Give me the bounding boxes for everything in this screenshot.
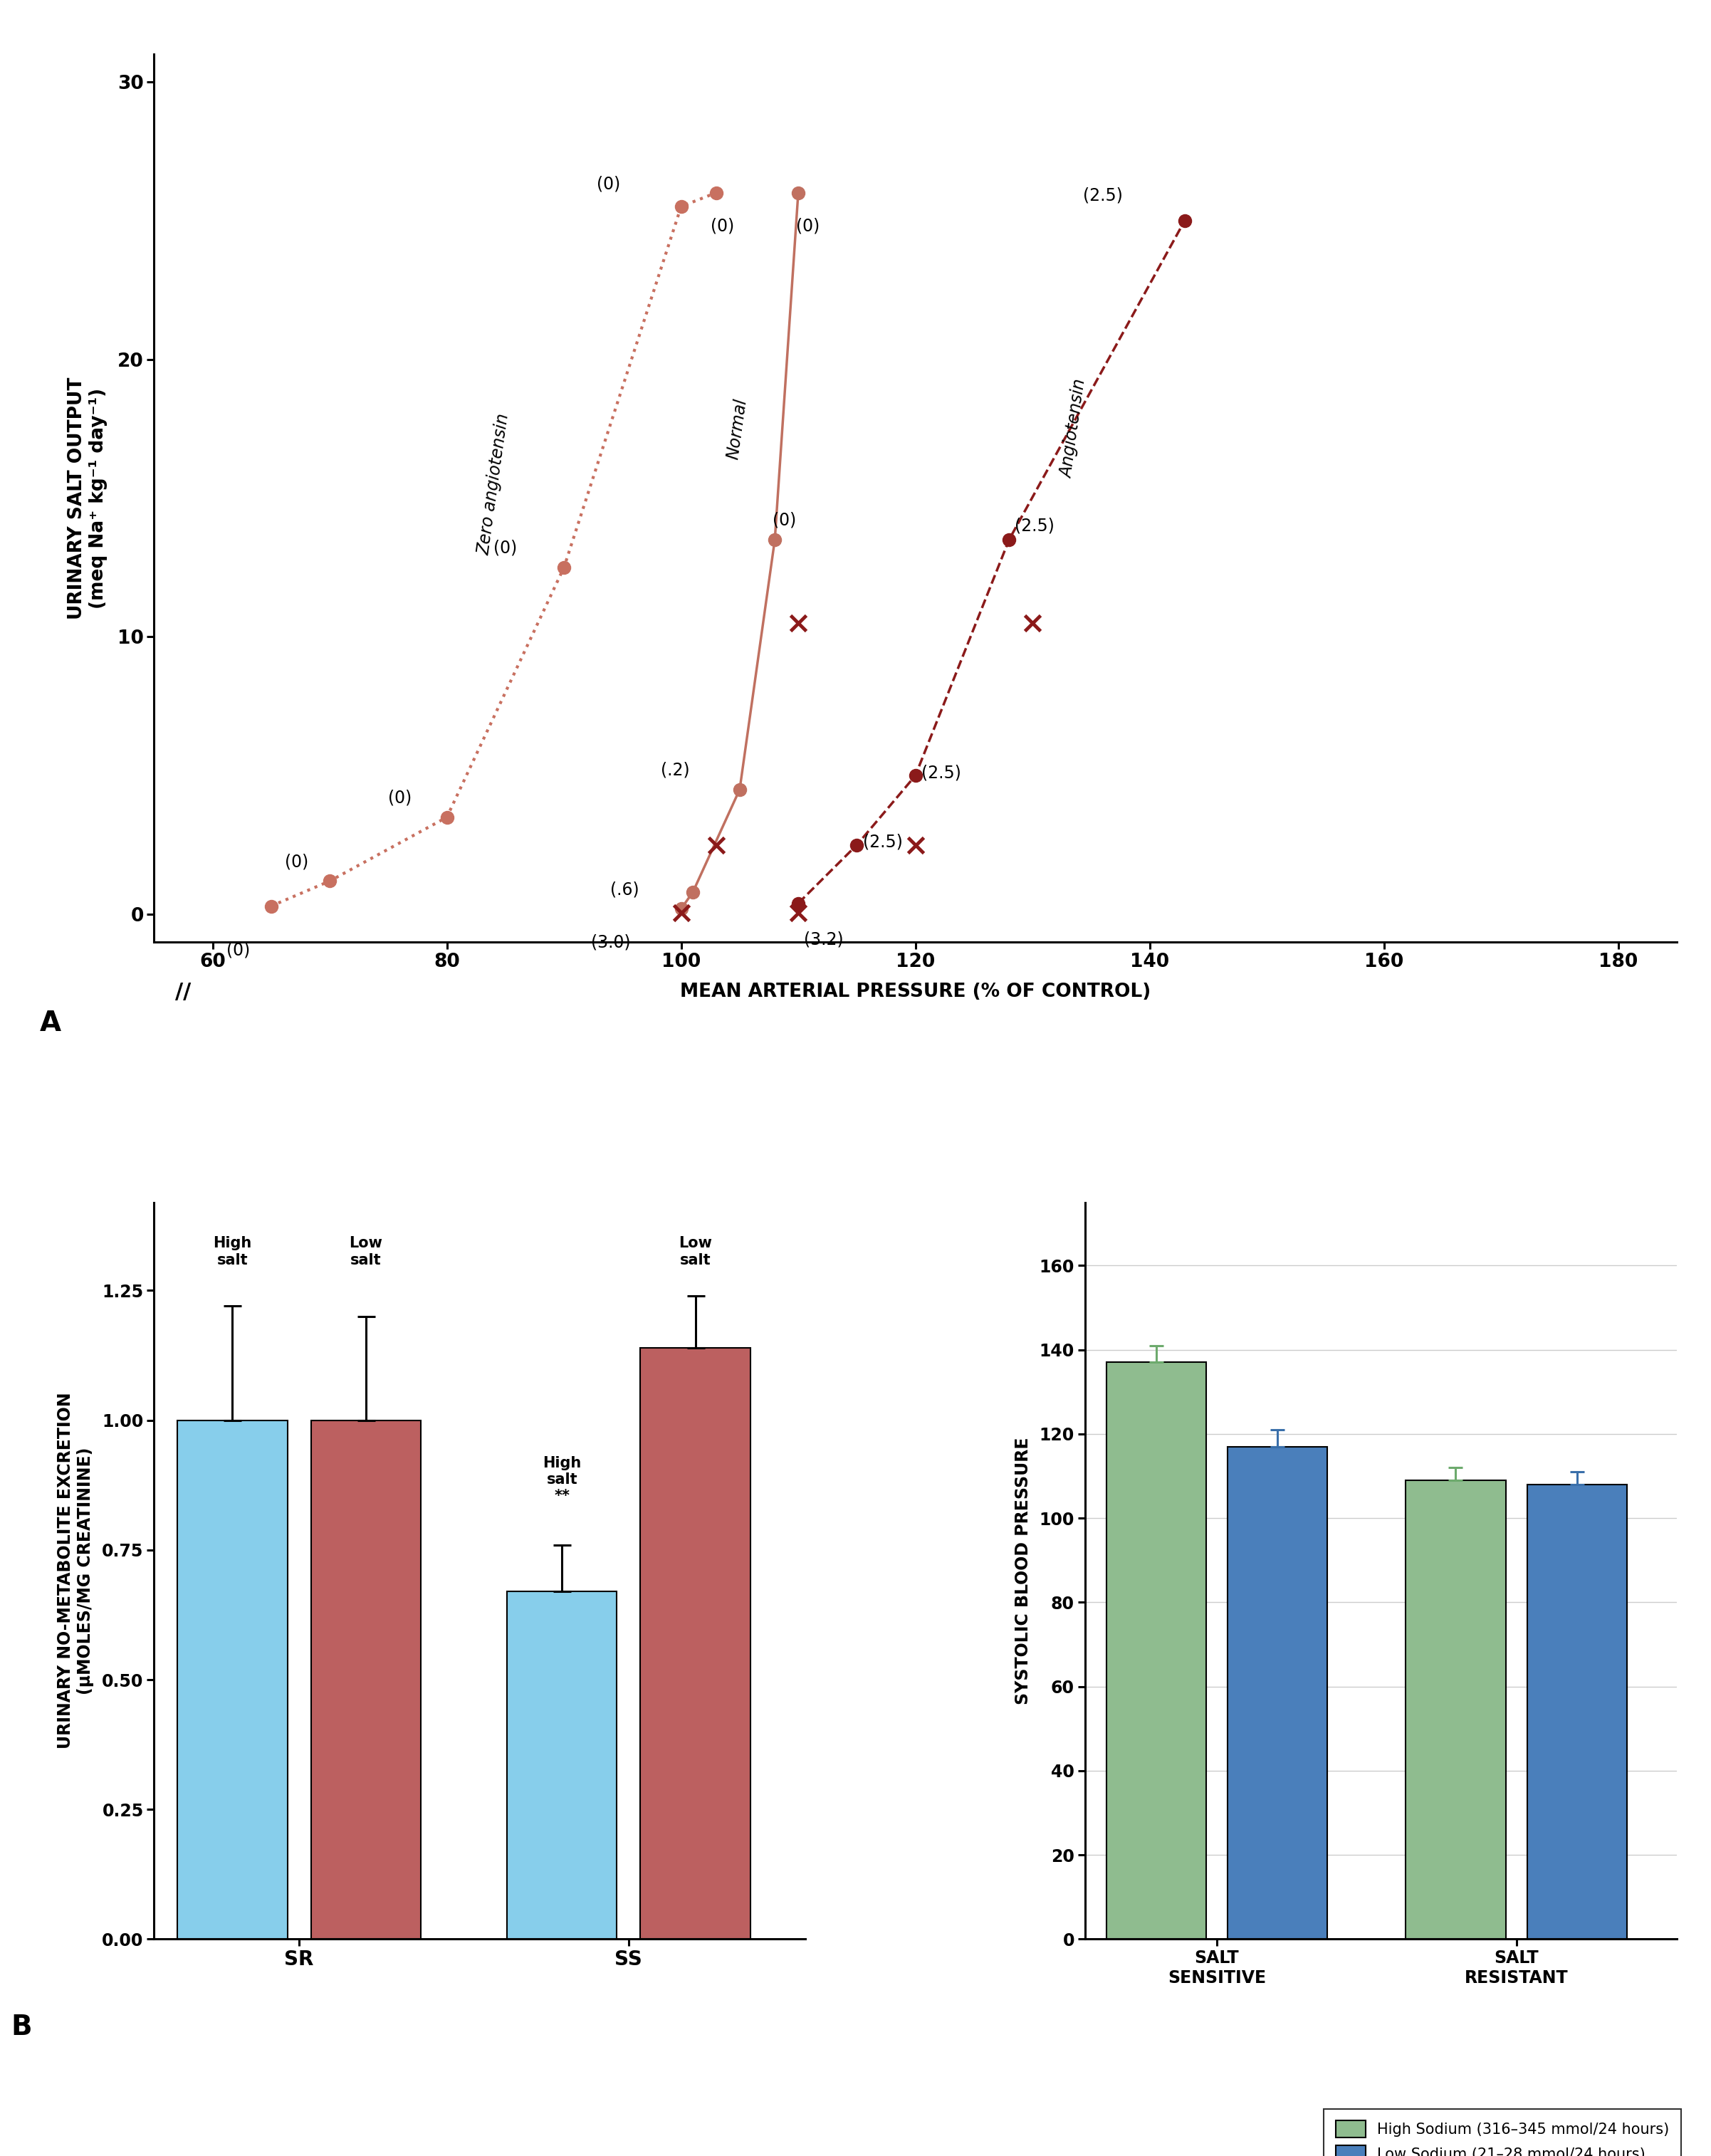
Text: Low
salt: Low salt [679,1235,712,1268]
Text: (2.5): (2.5) [921,763,962,780]
Text: (2.5): (2.5) [862,834,902,852]
Text: (0): (0) [597,177,621,192]
Text: (0): (0) [710,218,734,235]
Text: A: A [39,1009,62,1037]
Text: (0): (0) [226,942,250,959]
Text: High
salt
**: High salt ** [542,1455,582,1503]
Text: (3.2): (3.2) [804,931,844,949]
Text: Zero angiotensin: Zero angiotensin [476,412,512,556]
Text: (0): (0) [388,789,412,806]
Bar [1227,1447,1328,1938]
Text: (2.5): (2.5) [1015,517,1054,535]
Text: (2.5): (2.5) [1083,188,1122,205]
Y-axis label: URINARY NO-METABOLITE EXCRETION
(μMOLES/MG CREATININE): URINARY NO-METABOLITE EXCRETION (μMOLES/… [56,1393,94,1749]
Legend: High Sodium (316–345 mmol/24 hours), Low Sodium (21–28 mmol/24 hours): High Sodium (316–345 mmol/24 hours), Low… [1324,2109,1682,2156]
Bar [506,1591,618,1938]
Text: (0): (0) [493,539,517,556]
Text: Normal: Normal [725,397,749,459]
Bar [1406,1481,1506,1938]
Bar [1526,1483,1627,1938]
Text: (0): (0) [286,854,308,871]
Text: (.6): (.6) [611,882,640,897]
Bar [311,1421,421,1938]
Text: B: B [10,2014,33,2040]
Text: //: // [175,981,192,1003]
Y-axis label: SYSTOLIC BLOOD PRESSURE: SYSTOLIC BLOOD PRESSURE [1015,1438,1032,1705]
Text: Low
salt: Low salt [349,1235,383,1268]
Bar [640,1348,749,1938]
Bar [1107,1363,1206,1938]
Text: (0): (0) [772,511,796,528]
X-axis label: MEAN ARTERIAL PRESSURE (% OF CONTROL): MEAN ARTERIAL PRESSURE (% OF CONTROL) [679,983,1152,1000]
Y-axis label: URINARY SALT OUTPUT
(meq Na⁺ kg⁻¹ day⁻¹): URINARY SALT OUTPUT (meq Na⁺ kg⁻¹ day⁻¹) [68,377,108,619]
Text: (.2): (.2) [660,761,690,778]
Text: High
salt: High salt [214,1235,252,1268]
Text: (3.0): (3.0) [590,934,631,951]
Text: Angiotensin: Angiotensin [1057,377,1088,479]
Text: (0): (0) [796,218,820,235]
Bar [178,1421,287,1938]
